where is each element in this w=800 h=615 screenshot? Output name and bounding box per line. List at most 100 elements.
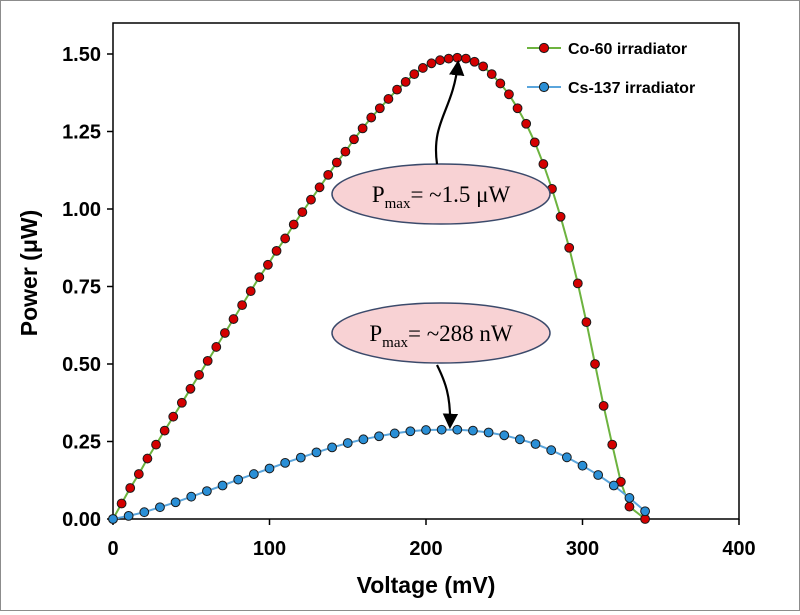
callout-label: Pmax= ~288 nW xyxy=(369,321,513,351)
data-point xyxy=(159,425,170,436)
data-point xyxy=(233,474,244,485)
data-point xyxy=(366,112,377,123)
data-point xyxy=(295,452,306,463)
data-point xyxy=(572,278,583,289)
data-point xyxy=(202,486,212,497)
data-point xyxy=(311,447,322,458)
data-point xyxy=(327,442,338,453)
data-point xyxy=(436,424,447,435)
data-point xyxy=(123,511,134,521)
data-point xyxy=(133,469,144,479)
data-point xyxy=(400,77,411,87)
callout-pmax-cs137: Pmax= ~288 nW xyxy=(331,302,551,430)
data-point xyxy=(607,439,618,450)
data-point xyxy=(426,58,437,69)
data-point xyxy=(323,170,334,180)
legend-label: Cs-137 irradiator xyxy=(568,80,695,97)
data-point xyxy=(358,434,369,445)
data-point xyxy=(116,498,127,509)
y-tick-label: 0.00 xyxy=(62,509,101,531)
data-point xyxy=(495,78,506,89)
y-tick-label: 0.25 xyxy=(62,432,101,454)
data-point xyxy=(170,497,181,508)
data-point xyxy=(202,356,213,366)
data-point xyxy=(499,430,510,441)
data-point xyxy=(142,453,153,464)
data-point xyxy=(435,55,445,66)
data-point xyxy=(280,457,291,468)
legend-marker xyxy=(538,42,550,54)
y-tick-label: 1.00 xyxy=(62,199,101,221)
callout-pmax-co60: Pmax= ~1.5 μW xyxy=(331,59,551,225)
data-point xyxy=(271,245,282,256)
legend-marker xyxy=(538,81,550,93)
data-point xyxy=(486,69,497,80)
data-point xyxy=(421,425,431,435)
data-point xyxy=(417,63,428,73)
data-point xyxy=(342,438,353,448)
series-layer xyxy=(108,52,650,524)
data-point xyxy=(478,61,489,72)
data-point xyxy=(194,369,204,380)
data-point xyxy=(288,219,299,230)
data-point xyxy=(254,272,265,283)
legend-item-cs137: Cs-137 irradiator xyxy=(527,80,695,97)
data-point xyxy=(357,123,368,134)
x-tick-label: 100 xyxy=(253,538,286,560)
data-point xyxy=(176,397,187,408)
data-point xyxy=(538,159,549,169)
data-point xyxy=(593,470,604,480)
axes: 0 100 200 300 400 0.00 0.25 0.50 0.75 1.00 1.25 1.5… xyxy=(62,44,756,560)
data-point xyxy=(314,182,325,193)
data-point xyxy=(577,460,588,471)
data-point xyxy=(555,211,566,222)
data-point xyxy=(280,233,291,244)
data-point xyxy=(155,502,165,513)
series-co60 xyxy=(108,52,650,524)
data-point xyxy=(108,514,118,524)
data-point xyxy=(186,491,197,502)
data-point xyxy=(468,425,478,436)
data-point xyxy=(228,314,239,324)
data-point xyxy=(374,431,384,442)
data-point xyxy=(185,383,196,394)
plot-area xyxy=(112,22,740,520)
data-point xyxy=(264,463,275,474)
data-point xyxy=(245,286,256,297)
y-tick-label: 0.50 xyxy=(62,354,101,376)
data-point xyxy=(405,426,416,437)
callout-arrow xyxy=(436,364,459,430)
callout-ellipse xyxy=(331,302,551,364)
data-point xyxy=(608,480,619,491)
data-point xyxy=(598,400,609,411)
data-point xyxy=(521,118,532,129)
data-point xyxy=(219,328,230,338)
data-point xyxy=(640,506,650,517)
data-point xyxy=(530,439,541,449)
data-point xyxy=(564,242,575,253)
legend: Co-60 irradiator Cs-137 irradiator xyxy=(527,41,695,97)
legend-label: Co-60 irradiator xyxy=(568,41,687,58)
data-point xyxy=(237,300,248,311)
x-tick-label: 200 xyxy=(409,538,442,560)
data-point xyxy=(392,84,402,95)
data-point xyxy=(529,137,540,148)
data-point xyxy=(581,317,592,328)
y-tick-label: 1.50 xyxy=(62,44,101,66)
y-axis-title: Power (μW) xyxy=(16,210,42,337)
data-point xyxy=(306,194,316,205)
data-point xyxy=(452,52,463,63)
data-point xyxy=(624,493,635,503)
data-point xyxy=(139,507,150,518)
data-point xyxy=(483,427,494,438)
data-point xyxy=(546,445,557,456)
x-tick-label: 300 xyxy=(566,538,599,560)
data-point xyxy=(349,134,359,145)
data-point xyxy=(469,56,480,67)
data-point xyxy=(515,434,525,445)
data-point xyxy=(217,480,228,491)
x-tick-label: 400 xyxy=(722,538,755,560)
series-cs137 xyxy=(108,424,650,524)
